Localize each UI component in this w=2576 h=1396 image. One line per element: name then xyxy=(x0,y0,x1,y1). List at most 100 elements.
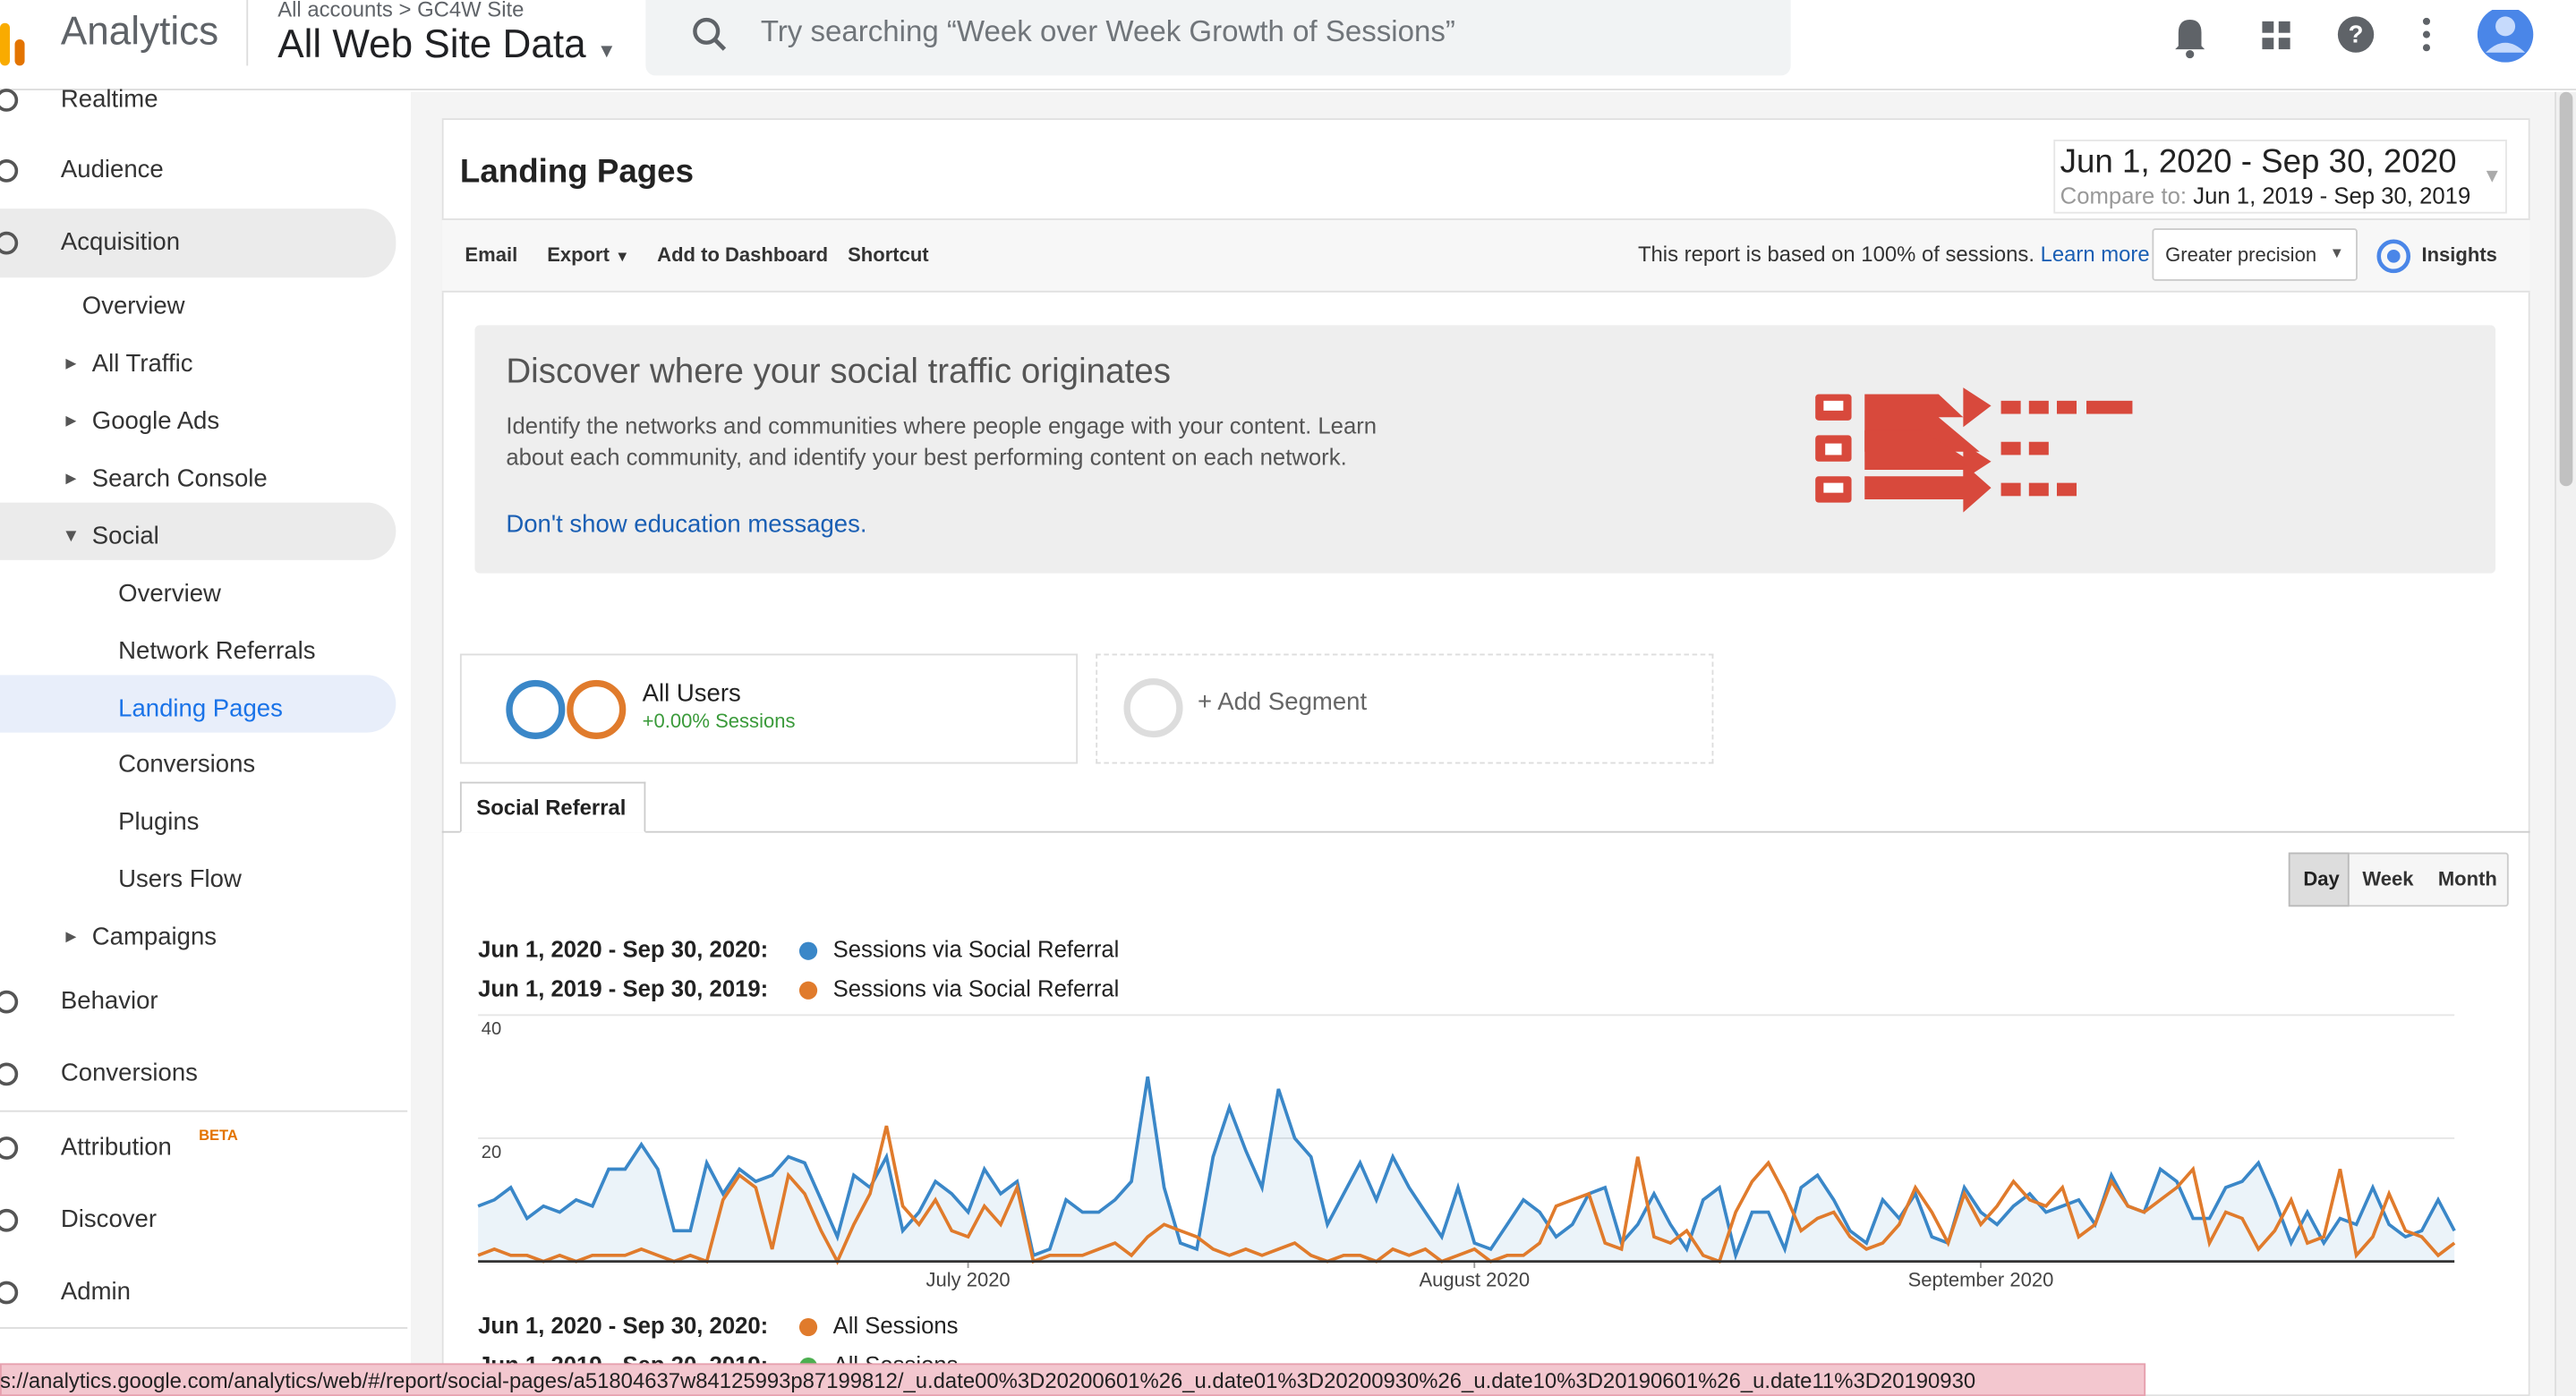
nav-icon xyxy=(0,990,19,1014)
toolbar-email[interactable]: Email xyxy=(465,243,518,267)
legend-label: Sessions via Social Referral xyxy=(833,938,1120,963)
nav-highlight xyxy=(0,502,397,560)
logo xyxy=(0,22,25,66)
nav-highlight xyxy=(0,209,397,278)
header-icons: ? xyxy=(2175,10,2534,63)
nav-caret: ▸ xyxy=(65,349,77,375)
tab[interactable] xyxy=(459,781,646,833)
nav-item[interactable]: Admin xyxy=(60,1277,131,1307)
add-segment-icon xyxy=(1123,678,1183,738)
nav-item[interactable]: Realtime xyxy=(60,85,158,114)
nav-icon xyxy=(0,1281,19,1305)
y-tick-label: 20 xyxy=(482,1143,501,1162)
legend-dot xyxy=(798,981,818,1000)
sampling: This report is based on 100% of sessions… xyxy=(1638,242,2150,267)
toolbar-export[interactable]: Export ▼ xyxy=(547,243,630,267)
nav-highlight xyxy=(0,675,397,733)
precision-select[interactable] xyxy=(2152,228,2358,281)
insights-icon[interactable] xyxy=(2374,236,2413,276)
segment-name: All Users xyxy=(642,679,741,709)
legend-label: All Sessions xyxy=(833,1314,959,1339)
export-label[interactable]: Export xyxy=(547,243,610,267)
toolbar-dashboard[interactable]: Add to Dashboard xyxy=(657,243,829,267)
nav-caret: ▸ xyxy=(65,923,77,949)
scrollbar[interactable] xyxy=(2555,91,2576,1396)
area xyxy=(478,1077,2455,1262)
nav-caret: ▸ xyxy=(65,407,77,432)
nav-item[interactable]: Conversions xyxy=(60,1059,198,1088)
insights[interactable]: Insights xyxy=(2421,243,2497,267)
legend-dot xyxy=(798,1317,818,1337)
compare: Compare to: Jun 1, 2019 - Sep 30, 2019 xyxy=(2060,183,2471,209)
x-tick-label: July 2020 xyxy=(925,1268,1010,1290)
precision-label[interactable]: Greater precision xyxy=(2165,243,2317,267)
banner-link[interactable]: Don't show education messages. xyxy=(506,510,867,540)
divider xyxy=(0,1110,408,1112)
banner xyxy=(474,325,2496,574)
nav-item[interactable]: Overview xyxy=(118,579,221,609)
add-segment[interactable] xyxy=(1096,653,1714,764)
nav-item[interactable]: Discover xyxy=(60,1205,158,1234)
granularity-week[interactable]: Week xyxy=(2362,867,2414,890)
nav-item[interactable]: Social xyxy=(91,522,159,550)
compare-range: Jun 1, 2019 - Sep 30, 2019 xyxy=(2193,182,2471,209)
nav-item[interactable]: Attribution xyxy=(60,1133,172,1162)
account[interactable]: All accounts xyxy=(277,0,393,21)
date-picker[interactable] xyxy=(2053,140,2507,214)
search-box[interactable] xyxy=(645,0,1791,76)
x-tick-label: August 2020 xyxy=(1419,1268,1530,1290)
learn-more[interactable]: Learn more xyxy=(2040,241,2150,267)
svg-text:?: ? xyxy=(2349,21,2364,48)
granularity-month[interactable]: Month xyxy=(2437,867,2497,890)
divider xyxy=(0,1327,408,1329)
legend-range: Jun 1, 2020 - Sep 30, 2020: xyxy=(478,1314,768,1339)
nav-icon xyxy=(0,1062,19,1086)
nav-item[interactable]: Google Ads xyxy=(91,407,220,436)
sep: > xyxy=(398,0,412,21)
beta-badge: BETA xyxy=(199,1127,238,1144)
property[interactable]: GC4W Site xyxy=(417,0,525,21)
status-url: s://analytics.google.com/analytics/web/#… xyxy=(0,1367,1976,1393)
nav-icon xyxy=(0,1208,19,1232)
sidebar xyxy=(0,91,411,1396)
nav-icon xyxy=(0,1136,19,1160)
nav-item[interactable]: All Traffic xyxy=(91,349,193,379)
search-placeholder: Try searching “Week over Week Growth of … xyxy=(760,14,1455,48)
granularity-day[interactable]: Day xyxy=(2303,867,2340,890)
nav-item[interactable]: Conversions xyxy=(118,750,256,779)
banner-illustration xyxy=(1815,387,2133,513)
nav-item[interactable]: Campaigns xyxy=(91,923,218,951)
date-range[interactable]: Jun 1, 2020 - Sep 30, 2020 xyxy=(2060,144,2457,181)
add-segment-label[interactable]: + Add Segment xyxy=(1198,688,1368,717)
nav-item[interactable]: Audience xyxy=(60,156,164,184)
nav-item[interactable]: Plugins xyxy=(118,808,200,837)
view-name[interactable]: All Web Site Data xyxy=(277,22,586,68)
view-selector[interactable]: All Web Site Data ▼ xyxy=(277,22,617,68)
nav-icon xyxy=(0,231,19,255)
nav-caret: ▾ xyxy=(65,522,77,548)
y-tick-label: 40 xyxy=(482,1019,501,1039)
x-tick-label: September 2020 xyxy=(1908,1268,2054,1290)
nav-item[interactable]: Acquisition xyxy=(60,228,181,257)
nav-item[interactable]: Landing Pages xyxy=(118,694,283,723)
nav-item[interactable]: Users Flow xyxy=(118,865,242,894)
nav-item[interactable]: Behavior xyxy=(60,987,158,1016)
granularity-active xyxy=(2288,852,2350,907)
sampling-text: This report is based on 100% of sessions… xyxy=(1637,241,2034,267)
nav-item[interactable]: Network Referrals xyxy=(118,637,316,666)
search-icon xyxy=(693,17,727,51)
nav-item[interactable]: Search Console xyxy=(91,464,268,493)
nav-item[interactable]: Overview xyxy=(81,292,185,320)
divider xyxy=(246,0,249,66)
banner-body: Identify the networks and communities wh… xyxy=(506,412,1378,470)
toolbar-shortcut[interactable]: Shortcut xyxy=(848,243,929,267)
tab-label[interactable]: Social Referral xyxy=(476,795,627,820)
date-caret[interactable]: ▼ xyxy=(2482,164,2503,188)
nav-icon xyxy=(0,89,19,112)
status-bar xyxy=(0,1363,2146,1396)
precision-caret[interactable]: ▼ xyxy=(2329,244,2345,261)
banner-title: Discover where your social traffic origi… xyxy=(506,353,1171,391)
legend-dot xyxy=(798,941,818,960)
